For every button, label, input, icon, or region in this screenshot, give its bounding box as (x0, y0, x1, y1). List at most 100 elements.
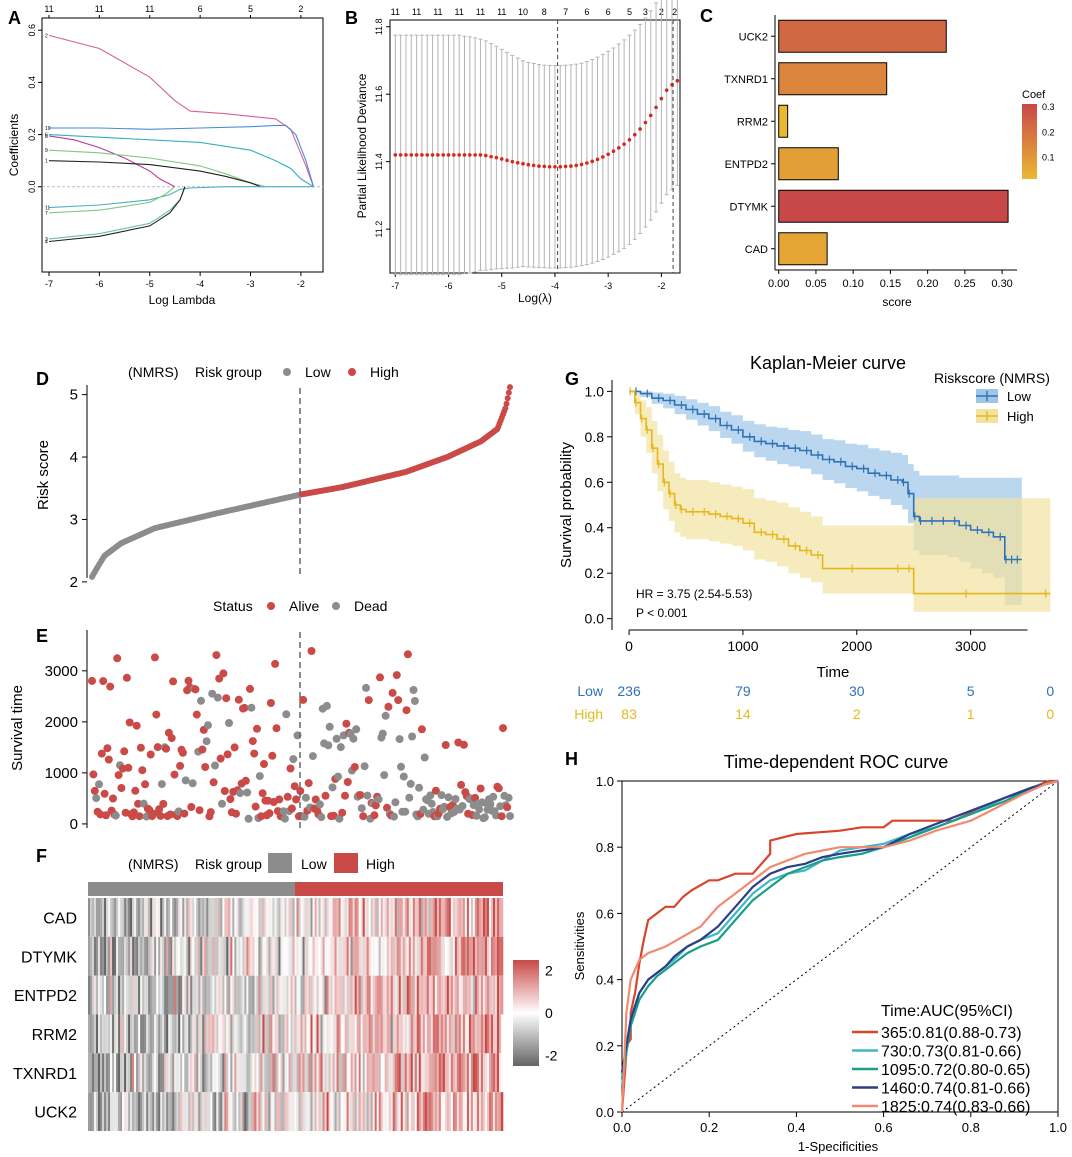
heatmap-cell (350, 898, 353, 937)
heatmap-cell (442, 898, 446, 937)
heatmap-cell (488, 1014, 492, 1054)
deviance-point (489, 154, 493, 159)
heatmap-cell (466, 1092, 470, 1131)
heatmap-cell (262, 1092, 265, 1131)
legend-label: 0.1 (1042, 153, 1055, 163)
heatmap-cell (364, 975, 367, 1015)
heatmap-cell (452, 1014, 456, 1054)
heatmap-cell (170, 1014, 173, 1054)
heatmap-cell (168, 898, 171, 937)
category-label: RRM2 (737, 116, 768, 128)
heatmap-cell (434, 1014, 438, 1054)
heatmap-cell (180, 1014, 183, 1054)
legend-marker-high (348, 368, 356, 376)
heatmap-cell (268, 1092, 271, 1131)
heatmap-cell (258, 1014, 261, 1054)
heatmap-cell (438, 1053, 442, 1093)
heatmap-cell (476, 1053, 480, 1093)
y-axis-label: Coefficients (7, 114, 21, 176)
heatmap-cell (388, 1053, 392, 1093)
heatmap-cell (250, 936, 253, 976)
heatmap-cell (220, 1014, 223, 1054)
heatmap-cell (460, 975, 464, 1015)
heatmap-cell (308, 1053, 311, 1093)
heatmap-cell (398, 1014, 402, 1054)
heatmap-cell (422, 1014, 426, 1054)
heatmap-cell (276, 1053, 279, 1093)
heatmap-cell (274, 1053, 277, 1093)
heatmap-cell (202, 936, 205, 976)
survival-point (216, 754, 225, 763)
heatmap-cell (212, 936, 215, 976)
heatmap-cell (366, 1092, 369, 1131)
survival-point (441, 741, 450, 749)
x-tick-label: -5 (498, 281, 506, 291)
heatmap-cell (98, 1014, 101, 1054)
heatmap-cell (384, 1014, 388, 1054)
heatmap-cell (196, 936, 199, 976)
heatmap-cell (428, 898, 432, 937)
heatmap-cell (244, 975, 247, 1015)
heatmap-cell (222, 898, 225, 937)
heatmap-cell (186, 936, 189, 976)
heatmap-cell (448, 936, 452, 976)
heatmap-cell (394, 1053, 398, 1093)
heatmap-cell (146, 1014, 149, 1054)
heatmap-cell (118, 1092, 121, 1131)
heatmap-cell (276, 898, 279, 937)
heatmap-cell (94, 1014, 97, 1054)
heatmap-cell (476, 898, 480, 937)
risk-table-count: 83 (621, 706, 637, 722)
heatmap-cell (286, 1053, 289, 1093)
heatmap-cell (88, 936, 91, 976)
heatmap-cell (486, 1053, 490, 1093)
heatmap-cell (346, 1053, 349, 1093)
heatmap-cell (316, 936, 319, 976)
heatmap-cell (90, 1053, 93, 1093)
deviance-point (558, 164, 563, 169)
heatmap-cell (446, 1053, 450, 1093)
heatmap-cell (292, 1014, 295, 1054)
heatmap-cell (290, 975, 293, 1015)
survival-point (415, 783, 424, 792)
heatmap-cell (226, 1092, 229, 1131)
heatmap-cell (498, 898, 502, 937)
heatmap-cell (140, 1053, 143, 1093)
heatmap-cell (356, 1092, 359, 1131)
x-axis-label: Log Lambda (149, 293, 216, 307)
heatmap-cell (418, 1092, 422, 1131)
survival-point (322, 701, 331, 710)
heatmap-cell (394, 898, 398, 937)
heatmap-cell (236, 898, 239, 937)
heatmap-cell (186, 1053, 189, 1093)
heatmap-cell (92, 1092, 95, 1131)
heatmap-cell (286, 936, 289, 976)
heatmap-cell (274, 1014, 277, 1054)
heatmap-cell (246, 1053, 249, 1093)
y-tick-label: 0.4 (27, 76, 37, 89)
survival-point (380, 771, 389, 780)
heatmap-cell (136, 1014, 139, 1054)
heatmap-cell (332, 1014, 335, 1054)
heatmap-cell (248, 1014, 251, 1054)
roc-curve-2 (620, 779, 1059, 1080)
heatmap-cell (330, 975, 333, 1015)
heatmap-cell (394, 1092, 398, 1131)
survival-point (476, 784, 485, 793)
heatmap-cell (244, 898, 247, 937)
heatmap-cell (322, 1014, 325, 1054)
heatmap-cell (120, 1053, 123, 1093)
deviance-point (622, 142, 626, 146)
heatmap-cell (94, 975, 97, 1015)
legend-title: Status (213, 598, 253, 614)
heatmap-cell (376, 1014, 379, 1054)
heatmap-cell (162, 975, 165, 1015)
heatmap-cell (402, 898, 406, 937)
y-tick-label: 2000 (45, 714, 78, 731)
top-tick-label: 5 (248, 4, 253, 14)
heatmap-cell (240, 898, 243, 937)
y-tick-label: 11.4 (374, 153, 384, 170)
heatmap-cell (492, 936, 496, 976)
heatmap-cell (492, 898, 496, 937)
heatmap-cell (382, 1053, 386, 1093)
